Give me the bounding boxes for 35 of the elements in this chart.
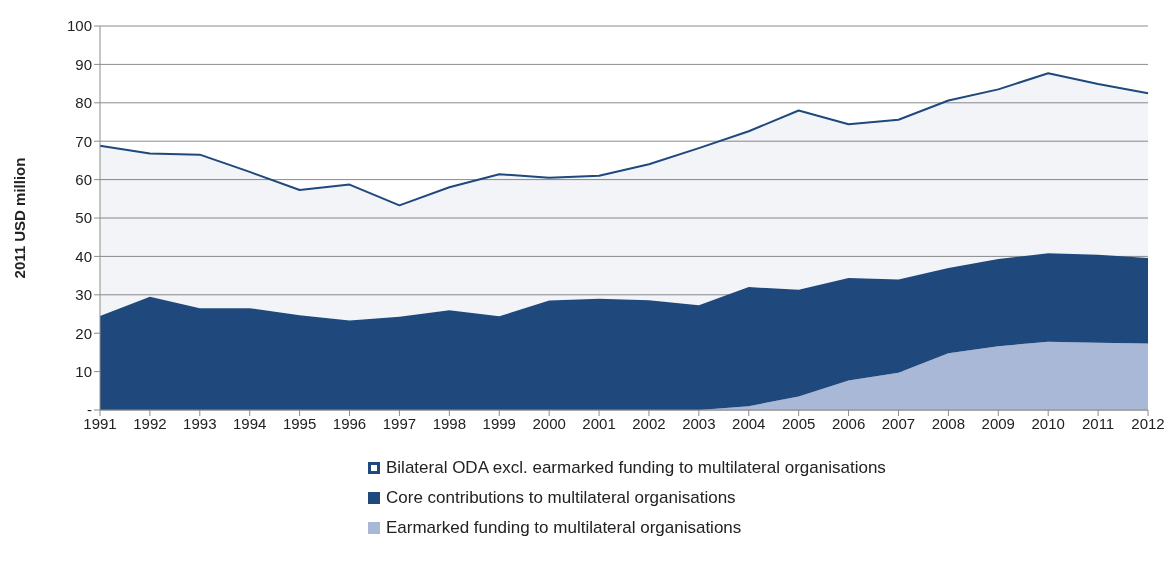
legend-label: Core contributions to multilateral organisations [386,488,736,508]
x-tick-label: 2004 [732,414,766,432]
x-tick-label: 1996 [332,414,367,432]
y-axis-title: 2011 USD million [11,157,29,279]
x-tick-label: 2012 [1131,414,1165,432]
x-tick-label: 2003 [682,414,716,432]
y-tick-label: 80 [75,94,92,112]
y-tick-label: 70 [75,132,92,150]
x-tick-label: 2009 [981,414,1015,432]
x-tick-label: 2006 [831,414,866,432]
x-tick-label: 1997 [382,414,417,432]
x-tick-label: 1998 [432,414,467,432]
y-tick-label: 60 [75,170,92,188]
x-tick-label: 1992 [133,414,167,432]
x-tick-label: 2001 [582,414,616,432]
x-tick-label: 2005 [781,414,816,432]
y-tick-label: 50 [75,209,92,227]
x-tick-label: 2011 [1081,414,1115,432]
x-tick-label: 1999 [482,414,516,432]
x-tick-label: 1994 [233,414,267,432]
x-tick-label: 1995 [282,414,317,432]
x-tick-label: 2000 [532,414,566,432]
y-tick-label: 10 [75,362,92,380]
x-tick-label: 2002 [632,414,666,432]
y-tick-label: 100 [66,17,92,35]
y-tick-label: 40 [75,247,92,265]
x-tick-label: 2007 [881,414,916,432]
y-tick-label: 90 [75,55,92,73]
x-tick-label: 2010 [1031,414,1065,432]
legend-label: Earmarked funding to multilateral organisations [386,518,742,538]
y-tick-label: 20 [75,324,92,342]
legend-label: Bilateral ODA excl. earmarked funding to multilateral organisations [386,458,886,478]
x-tick-label: 1993 [183,414,217,432]
x-tick-label: 2008 [931,414,966,432]
y-tick-label: 30 [75,286,92,304]
